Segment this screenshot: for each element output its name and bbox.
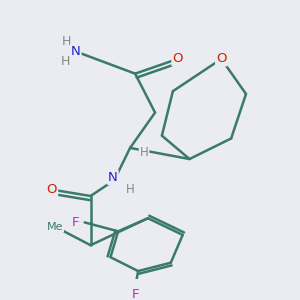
Text: H: H — [140, 146, 148, 159]
Text: N: N — [108, 171, 118, 184]
Text: H: H — [126, 183, 135, 196]
Text: H: H — [61, 55, 70, 68]
Text: F: F — [131, 288, 139, 300]
Text: O: O — [47, 183, 57, 196]
Text: Me: Me — [46, 222, 63, 232]
Text: O: O — [216, 52, 226, 65]
Text: N: N — [71, 45, 81, 58]
Text: O: O — [172, 52, 183, 65]
Text: H: H — [62, 35, 71, 48]
Text: F: F — [72, 216, 80, 229]
